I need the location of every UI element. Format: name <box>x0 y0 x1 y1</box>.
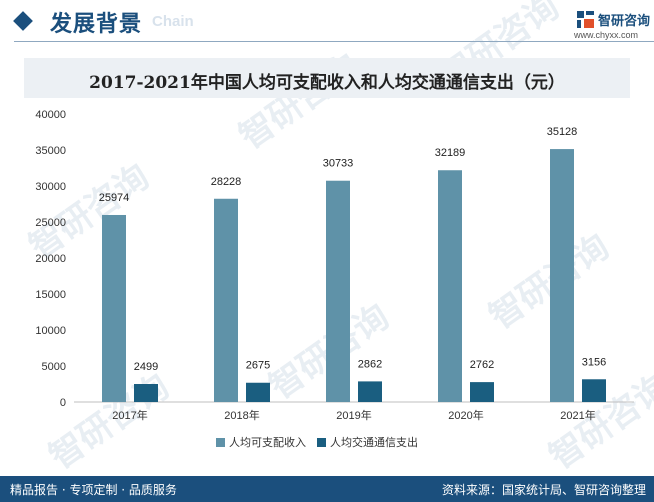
data-label-0-0: 25974 <box>99 192 130 204</box>
data-label-1-1: 2675 <box>246 360 270 372</box>
section-title: 发展背景 <box>50 12 143 37</box>
bar-1-2 <box>358 381 382 402</box>
x-tick-label-3: 2020年 <box>448 408 483 422</box>
y-tick-label-8: 40000 <box>35 109 66 121</box>
bar-1-4 <box>582 379 606 402</box>
x-tick-label-0: 2017年 <box>112 408 147 422</box>
data-label-1-3: 2762 <box>470 359 494 371</box>
footer-slogan: 精品报告 · 专项定制 · 品质服务 <box>10 483 177 497</box>
data-labels-group: 25974 2499 28228 2675 30733 2862 32189 2762 3512… <box>99 126 607 373</box>
header-divider <box>14 41 654 42</box>
y-tick-label-2: 10000 <box>35 325 66 337</box>
data-label-0-1: 28228 <box>211 176 242 188</box>
bar-0-3 <box>438 170 462 402</box>
bar-1-1 <box>246 382 270 402</box>
y-tick-label-5: 25000 <box>35 217 66 229</box>
y-tick-label-6: 30000 <box>35 181 66 193</box>
bar-1-0 <box>134 384 158 402</box>
y-tick-label-0: 0 <box>60 397 66 409</box>
footer-bar: 精品报告 · 专项定制 · 品质服务 资料来源：国家统计局、智研咨询整理 <box>0 476 654 502</box>
legend-swatch-0 <box>216 438 225 447</box>
legend: 人均可支配收入 人均交通通信支出 <box>216 435 418 449</box>
bars-group <box>102 149 606 402</box>
legend-label-1: 人均交通通信支出 <box>330 435 418 449</box>
data-label-1-4: 3156 <box>582 356 606 368</box>
footer-source: 资料来源：国家统计局、智研咨询整理 <box>441 483 646 497</box>
y-axis: 0 5000 10000 15000 20000 25000 30000 35000 40000 <box>35 109 66 409</box>
brand-logo-icon <box>577 11 594 28</box>
data-label-1-2: 2862 <box>358 358 382 370</box>
chart-title-banner: 2017-2021年中国人均可支配收入和人均交通通信支出（元） <box>24 58 630 98</box>
y-tick-label-7: 35000 <box>35 145 66 157</box>
bar-0-4 <box>550 149 574 402</box>
x-tick-label-2: 2019年 <box>336 408 371 422</box>
legend-label-0: 人均可支配收入 <box>229 435 306 449</box>
section-title-en: Chain <box>152 13 194 30</box>
y-tick-label-4: 20000 <box>35 253 66 265</box>
bar-chart: 0 5000 10000 15000 20000 25000 30000 35000 40000… <box>35 109 634 449</box>
brand-name: 智研咨询 <box>598 14 651 29</box>
x-tick-label-4: 2021年 <box>560 408 595 422</box>
data-label-0-4: 35128 <box>547 126 578 138</box>
data-label-1-0: 2499 <box>134 361 158 373</box>
diamond-icon <box>13 11 33 31</box>
data-label-0-2: 30733 <box>323 158 354 170</box>
legend-swatch-1 <box>317 438 326 447</box>
chart-title: 2017-2021年中国人均可支配收入和人均交通通信支出（元） <box>89 73 565 93</box>
x-axis: 2017年 2018年 2019年 2020年 2021年 <box>74 401 634 422</box>
bar-0-1 <box>214 198 238 402</box>
bar-1-3 <box>470 382 494 402</box>
x-tick-label-1: 2018年 <box>224 408 259 422</box>
y-tick-label-3: 15000 <box>35 289 66 301</box>
brand-url: www.chyxx.com <box>574 30 639 40</box>
header-bar: 发展背景 Chain 智研咨询 www.chyxx.com <box>0 0 654 48</box>
data-label-0-3: 32189 <box>435 147 466 159</box>
bar-0-0 <box>102 214 126 402</box>
bar-0-2 <box>326 180 350 402</box>
y-tick-label-1: 5000 <box>42 361 66 373</box>
